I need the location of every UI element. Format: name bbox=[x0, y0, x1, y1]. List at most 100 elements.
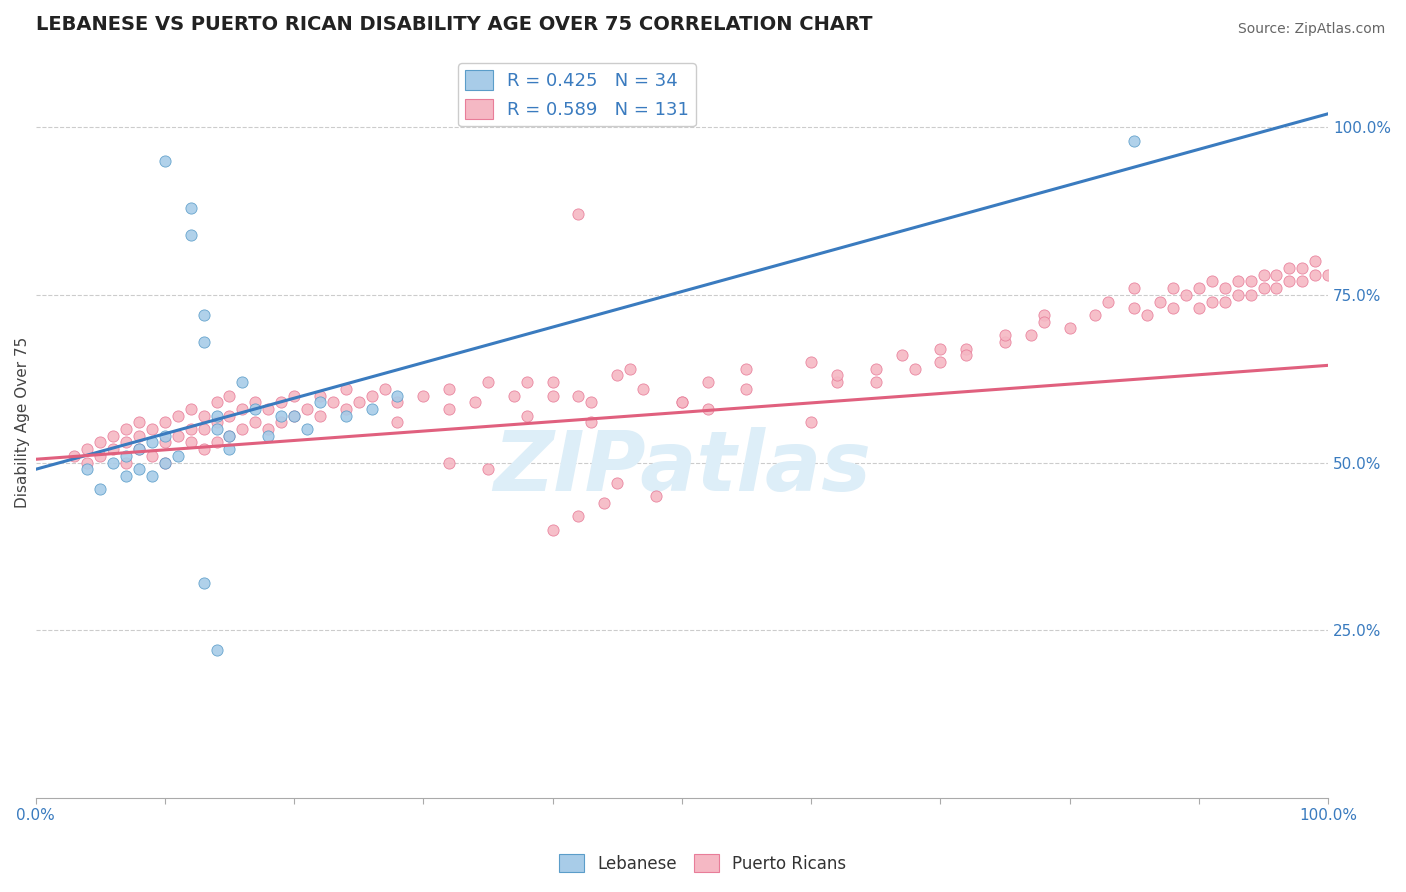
Point bbox=[606, 368, 628, 383]
Point bbox=[257, 401, 280, 416]
Point bbox=[929, 342, 952, 356]
Point bbox=[76, 456, 98, 470]
Point bbox=[1123, 281, 1146, 295]
Point bbox=[593, 496, 616, 510]
Point bbox=[1019, 328, 1042, 343]
Point bbox=[180, 401, 202, 416]
Point bbox=[437, 401, 460, 416]
Point bbox=[541, 388, 564, 402]
Point bbox=[437, 456, 460, 470]
Point bbox=[180, 435, 202, 450]
Point bbox=[1226, 288, 1249, 302]
Point bbox=[696, 401, 718, 416]
Point bbox=[387, 416, 409, 430]
Legend: R = 0.425   N = 34, R = 0.589   N = 131: R = 0.425 N = 34, R = 0.589 N = 131 bbox=[458, 63, 696, 127]
Point bbox=[295, 401, 318, 416]
Point bbox=[1253, 268, 1275, 282]
Point bbox=[696, 375, 718, 389]
Point bbox=[193, 442, 215, 457]
Point bbox=[193, 409, 215, 423]
Point bbox=[1265, 281, 1288, 295]
Point bbox=[890, 348, 912, 362]
Point bbox=[1161, 301, 1184, 316]
Point bbox=[606, 475, 628, 490]
Point bbox=[1123, 301, 1146, 316]
Point bbox=[1239, 288, 1261, 302]
Point bbox=[581, 395, 603, 409]
Point bbox=[1084, 308, 1107, 322]
Point bbox=[631, 382, 654, 396]
Point bbox=[994, 334, 1017, 349]
Point bbox=[245, 401, 267, 416]
Point bbox=[1188, 281, 1211, 295]
Point bbox=[180, 227, 202, 242]
Point bbox=[115, 435, 138, 450]
Point bbox=[193, 334, 215, 349]
Point bbox=[502, 388, 524, 402]
Point bbox=[309, 388, 332, 402]
Point bbox=[153, 429, 176, 443]
Point bbox=[205, 422, 228, 436]
Point bbox=[257, 429, 280, 443]
Point bbox=[360, 388, 382, 402]
Point bbox=[735, 382, 758, 396]
Point bbox=[800, 416, 823, 430]
Point bbox=[193, 308, 215, 322]
Y-axis label: Disability Age Over 75: Disability Age Over 75 bbox=[15, 337, 30, 508]
Point bbox=[128, 442, 150, 457]
Point bbox=[567, 388, 589, 402]
Point bbox=[245, 416, 267, 430]
Point bbox=[567, 207, 589, 221]
Point bbox=[322, 395, 344, 409]
Point bbox=[1226, 275, 1249, 289]
Point bbox=[1278, 261, 1301, 276]
Point bbox=[374, 382, 396, 396]
Point bbox=[166, 429, 188, 443]
Point bbox=[153, 456, 176, 470]
Point bbox=[412, 388, 434, 402]
Point bbox=[128, 442, 150, 457]
Point bbox=[1161, 281, 1184, 295]
Point bbox=[309, 395, 332, 409]
Point bbox=[205, 409, 228, 423]
Point bbox=[1097, 294, 1119, 309]
Point bbox=[1253, 281, 1275, 295]
Point bbox=[567, 509, 589, 524]
Point bbox=[1123, 134, 1146, 148]
Point bbox=[477, 462, 499, 476]
Point bbox=[115, 422, 138, 436]
Point bbox=[89, 435, 111, 450]
Point bbox=[735, 361, 758, 376]
Point bbox=[516, 375, 538, 389]
Point bbox=[1239, 275, 1261, 289]
Point bbox=[115, 449, 138, 463]
Point bbox=[1032, 308, 1054, 322]
Point bbox=[89, 483, 111, 497]
Point bbox=[865, 361, 887, 376]
Point bbox=[800, 355, 823, 369]
Point bbox=[1188, 301, 1211, 316]
Point bbox=[153, 416, 176, 430]
Point bbox=[1032, 315, 1054, 329]
Point bbox=[205, 395, 228, 409]
Point bbox=[335, 401, 357, 416]
Point bbox=[335, 382, 357, 396]
Point bbox=[619, 361, 641, 376]
Point bbox=[283, 409, 305, 423]
Point bbox=[1291, 261, 1313, 276]
Point bbox=[387, 388, 409, 402]
Point bbox=[1213, 294, 1236, 309]
Point bbox=[245, 395, 267, 409]
Point bbox=[541, 375, 564, 389]
Text: Source: ZipAtlas.com: Source: ZipAtlas.com bbox=[1237, 22, 1385, 37]
Point bbox=[1059, 321, 1081, 335]
Point bbox=[193, 576, 215, 591]
Point bbox=[115, 456, 138, 470]
Point bbox=[516, 409, 538, 423]
Point bbox=[994, 328, 1017, 343]
Point bbox=[335, 409, 357, 423]
Legend: Lebanese, Puerto Ricans: Lebanese, Puerto Ricans bbox=[553, 847, 853, 880]
Point bbox=[115, 469, 138, 483]
Point bbox=[89, 449, 111, 463]
Point bbox=[437, 382, 460, 396]
